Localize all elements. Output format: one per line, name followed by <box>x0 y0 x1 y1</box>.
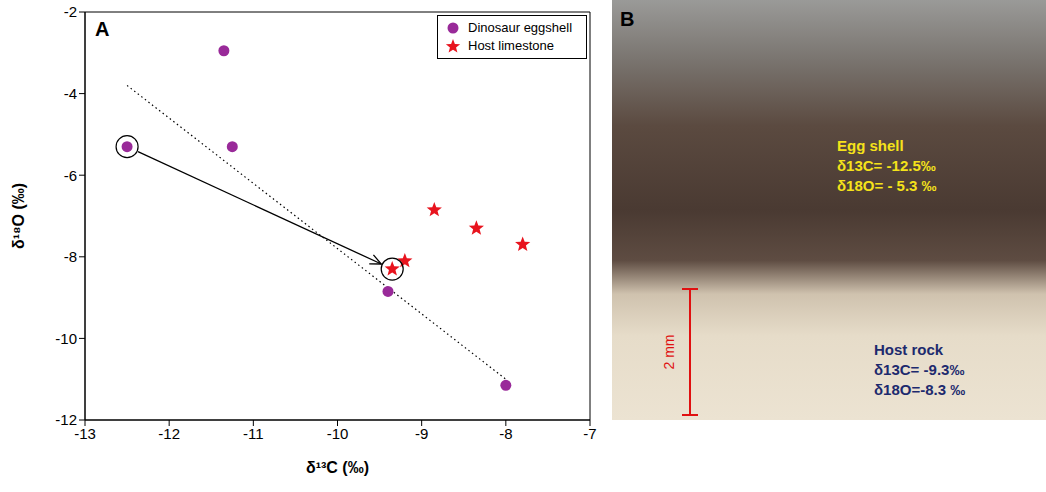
html-text:δ13C= -12.5‰: δ13C= -12.5‰ <box>837 157 936 174</box>
svg-text:-11: -11 <box>243 425 264 442</box>
svg-text:δ¹³C (‰): δ¹³C (‰) <box>306 459 369 476</box>
svg-text:-13: -13 <box>74 425 96 442</box>
html-text:δ13C= -9.3‰: δ13C= -9.3‰ <box>874 361 965 378</box>
html-text:A: A <box>95 18 110 40</box>
svg-text:-8: -8 <box>499 425 512 442</box>
svg-text:-12: -12 <box>55 411 77 428</box>
svg-text:δ¹⁸O (‰): δ¹⁸O (‰) <box>10 183 27 249</box>
html-text:δ18O=-8.3 ‰: δ18O=-8.3 ‰ <box>874 381 966 398</box>
svg-text:-7: -7 <box>583 425 596 442</box>
svg-text:2 mm: 2 mm <box>661 335 677 370</box>
html-text:Host rock: Host rock <box>874 341 944 358</box>
html-text:Egg shell: Egg shell <box>837 137 904 154</box>
svg-text:-10: -10 <box>327 425 349 442</box>
html-text:Host limestone: Host limestone <box>468 38 554 53</box>
svg-text:-4: -4 <box>64 85 77 102</box>
html-text:Dinosaur eggshell: Dinosaur eggshell <box>468 20 573 35</box>
svg-text:-8: -8 <box>64 248 77 265</box>
svg-text:-9: -9 <box>415 425 428 442</box>
svg-text:-2: -2 <box>64 3 77 20</box>
html-text:δ18O= - 5.3 ‰: δ18O= - 5.3 ‰ <box>837 177 937 194</box>
svg-text:-6: -6 <box>64 167 77 184</box>
html-text:B: B <box>620 8 635 30</box>
svg-text:-12: -12 <box>158 425 180 442</box>
svg-text:-10: -10 <box>55 330 77 347</box>
